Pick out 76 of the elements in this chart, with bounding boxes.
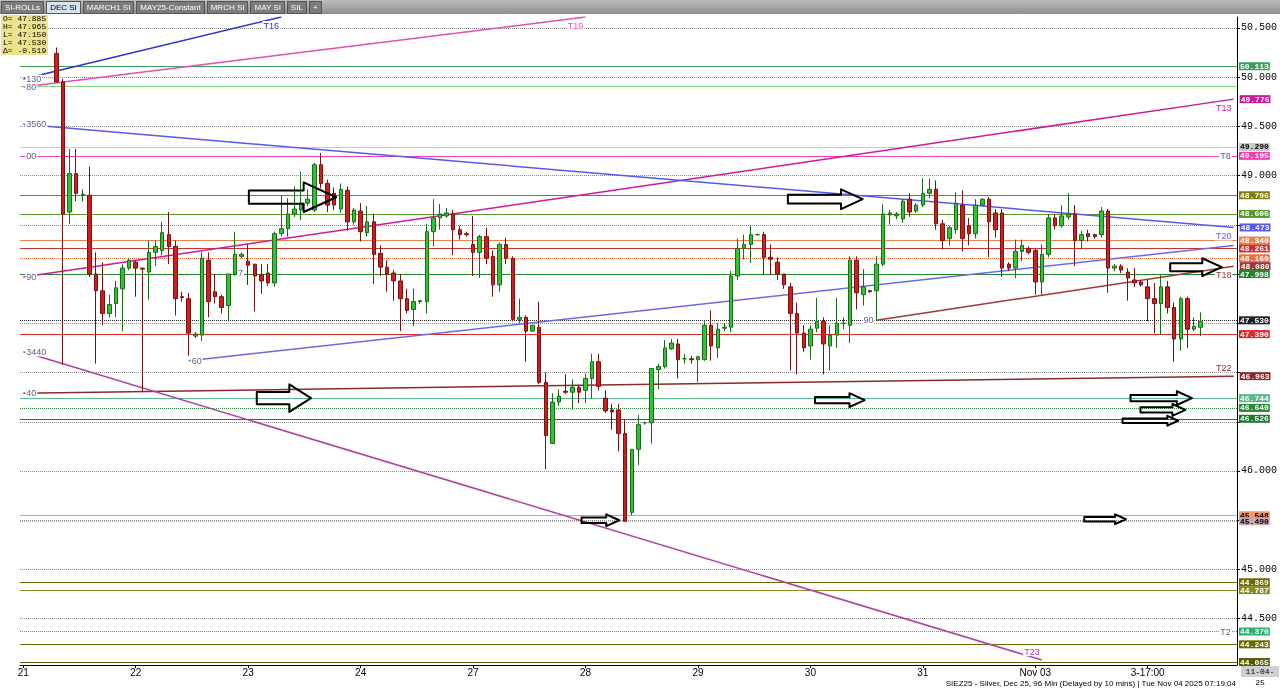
ref-line-label: 50.113 <box>1239 61 1269 71</box>
y-tick-label: 50.000 <box>1240 71 1278 83</box>
x-tick-label: 27 <box>467 666 480 678</box>
series-label: T13 <box>1215 102 1232 113</box>
annotation: 90 <box>863 315 874 326</box>
ref-line-label: 48.796 <box>1239 190 1269 200</box>
ref-line-label: 46.744 <box>1239 393 1269 403</box>
x-tick-label: 3-17:00 <box>1130 666 1166 678</box>
annotation: O= 47.885 <box>3 14 47 23</box>
ref-line-label: 46.640 <box>1239 403 1269 413</box>
data-label: 48.473 <box>1240 222 1270 232</box>
annotation: 3440 <box>26 346 47 357</box>
annotation: 7 <box>237 268 243 279</box>
annotation: Δ= -0.519 <box>3 46 47 55</box>
annotation: L= 47.530 <box>3 38 47 47</box>
annotation: 40 <box>26 388 37 399</box>
y-tick-label: 44.500 <box>1240 613 1278 625</box>
annotation: 3560 <box>26 119 47 130</box>
ref-line-label: 49.290 <box>1239 142 1269 152</box>
x-tick-label: 29 <box>692 666 704 678</box>
annotation: T2 <box>1220 626 1231 637</box>
x-tick-label: 22 <box>130 666 142 678</box>
ref-line-label: 47.530 <box>1239 315 1269 325</box>
series-label: T19 <box>567 20 584 31</box>
ref-line-label: 48.340 <box>1239 236 1269 246</box>
y-tick-label: 49.000 <box>1240 170 1278 182</box>
ref-line-label: 44.869 <box>1239 577 1269 587</box>
text: SIL <box>286 0 307 14</box>
text: MAY25-Constant <box>136 0 205 14</box>
series-label: T22 <box>1215 362 1232 373</box>
text: SIEZ25 - Silver, Dec 25, 96 Min (Delayed by 10 mins) | Tue Nov 04 2025 07:19:04 <box>945 678 1236 689</box>
text: MARCH1 SI <box>82 0 135 14</box>
x-tick-label: 21 <box>17 666 30 678</box>
ref-line-label: 49.195 <box>1239 151 1269 161</box>
text: 11-04-25 <box>1244 666 1276 687</box>
annotation: L= 47.150 <box>3 30 47 39</box>
annotation: 00 <box>26 151 37 162</box>
ref-line-label: 46.526 <box>1239 414 1269 424</box>
x-tick-label: 28 <box>579 666 592 678</box>
y-tick-label: 50.500 <box>1240 22 1278 34</box>
ref-line-label: 45.548 <box>1239 510 1269 520</box>
series-label: T16 <box>263 20 280 31</box>
ref-line-label: 48.160 <box>1239 253 1269 263</box>
annotation: 130 <box>26 74 42 85</box>
ref-line-label: 44.370 <box>1239 627 1269 637</box>
y-tick-label: 46.000 <box>1240 465 1278 477</box>
ref-line-label: 44.243 <box>1239 639 1269 649</box>
text: MRCH SI <box>206 0 249 14</box>
series-label: T20 <box>1215 230 1232 241</box>
text: SI-ROLLs <box>1 0 45 14</box>
text: DEC SI <box>46 0 81 14</box>
annotation: 90 <box>26 271 37 282</box>
annotation: 80 <box>26 81 37 92</box>
ref-line-label: 47.390 <box>1239 329 1269 339</box>
ref-line-label: 44.065 <box>1239 657 1269 667</box>
annotation: H= 47.965 <box>3 22 47 31</box>
x-tick-label: 23 <box>242 666 255 678</box>
ref-line-label: 44.787 <box>1239 585 1269 595</box>
y-tick-label: 49.500 <box>1240 120 1278 132</box>
x-tick-label: 31 <box>917 666 929 678</box>
y-tick-label: 45.000 <box>1240 563 1278 575</box>
text: MAY SI <box>250 0 285 14</box>
series-label: T23 <box>1024 646 1040 657</box>
series-label: T18 <box>1215 269 1232 280</box>
text: + <box>308 0 322 14</box>
data-label: 46.963 <box>1240 371 1270 381</box>
ref-line-label: 48.606 <box>1239 209 1269 219</box>
annotation: 60 <box>191 355 202 366</box>
x-tick-label: 30 <box>804 666 817 678</box>
data-label: 49.776 <box>1240 94 1270 104</box>
x-tick-label: Nov 03 <box>1019 666 1052 678</box>
annotation: T8 <box>1220 151 1231 162</box>
ref-line-label: 48.261 <box>1239 243 1269 253</box>
x-tick-label: 24 <box>355 666 367 678</box>
data-label: 48.080 <box>1240 261 1270 271</box>
ref-line-label: 47.998 <box>1239 269 1269 279</box>
